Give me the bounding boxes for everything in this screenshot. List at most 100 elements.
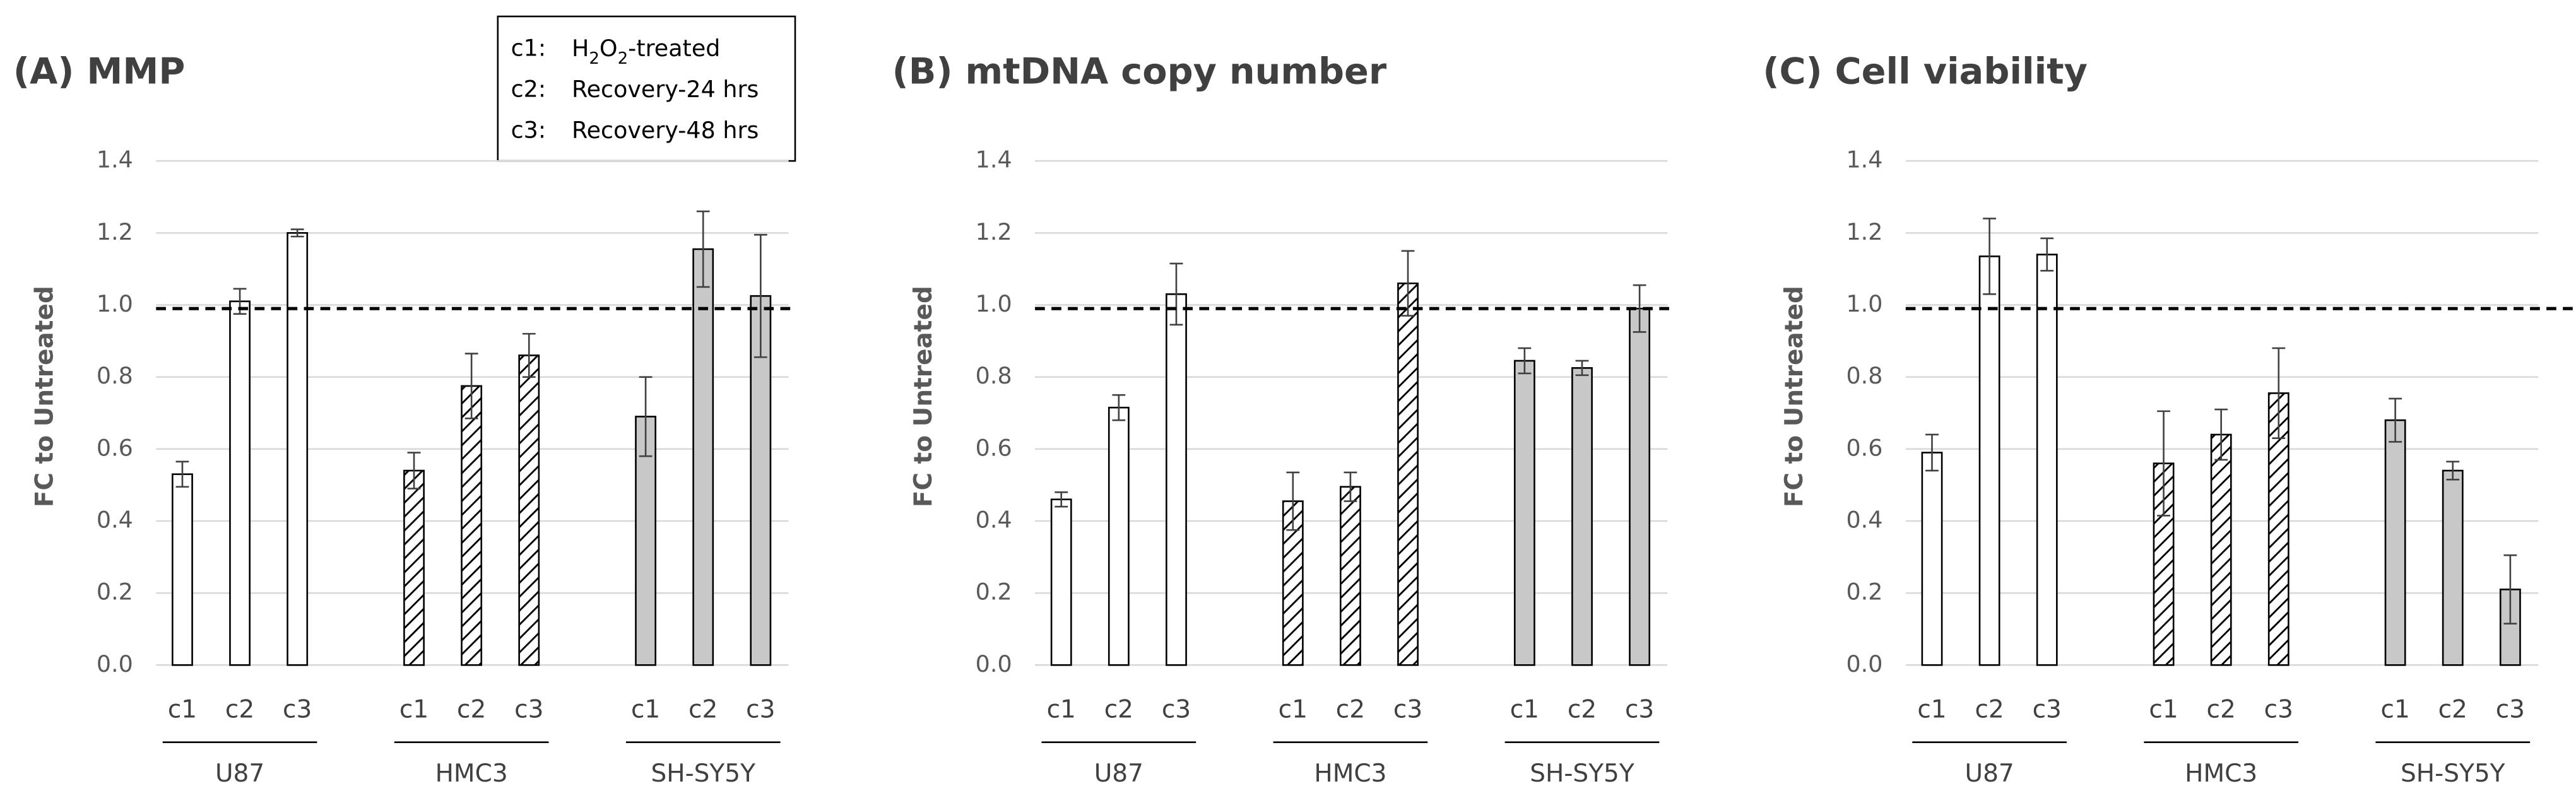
y-tick-label: 1.4 <box>1846 146 1882 173</box>
legend-label: Recovery-24 hrs <box>572 76 759 103</box>
bar <box>1629 307 1651 666</box>
y-tick-label: 1.2 <box>97 218 133 245</box>
y-tick-label: 1.0 <box>97 290 133 317</box>
bar <box>461 385 483 666</box>
y-tick-label: 0.6 <box>976 434 1012 461</box>
x-tick-label: c1 <box>1917 696 1946 724</box>
y-axis-label: FC to Untreated <box>30 286 59 507</box>
bar <box>692 248 714 666</box>
error-bar <box>1112 394 1126 421</box>
y-tick-label: 1.4 <box>976 146 1012 173</box>
error-bar <box>522 332 536 378</box>
error-bar <box>1169 262 1183 326</box>
y-tick-label: 0.0 <box>1846 650 1882 677</box>
bar <box>229 300 251 666</box>
bar <box>172 473 193 666</box>
x-tick-label: c2 <box>1975 696 2004 724</box>
x-tick-label: c2 <box>688 696 718 724</box>
legend-key: c1: <box>511 35 547 62</box>
legend-text: O <box>600 35 618 62</box>
x-tick-label: c3 <box>514 696 543 724</box>
y-tick-label: 0.6 <box>1846 434 1882 461</box>
legend-text: 2 <box>589 49 600 68</box>
group-label: U87 <box>1094 759 1143 788</box>
y-tick-label: 0.6 <box>97 434 133 461</box>
error-bar <box>753 233 767 358</box>
y-tick-label: 0.8 <box>97 362 133 389</box>
y-axis-label: FC to Untreated <box>909 286 938 507</box>
group-label: SH-SY5Y <box>2401 759 2505 788</box>
group-label: HMC3 <box>2185 759 2257 788</box>
bar <box>1921 452 1943 666</box>
bar <box>1397 282 1419 666</box>
x-tick-label: c1 <box>2380 696 2409 724</box>
y-axis-label: FC to Untreated <box>1780 286 1809 507</box>
error-bar <box>2446 460 2460 481</box>
x-tick-label: c3 <box>2264 696 2293 724</box>
legend-label: H2O2-treated <box>572 35 720 68</box>
group-label: HMC3 <box>435 759 508 788</box>
chart-title: (B) mtDNA copy number <box>892 50 1387 93</box>
x-tick-label: c3 <box>283 696 312 724</box>
error-bar <box>1575 360 1589 377</box>
bar <box>1166 293 1187 666</box>
group-label: SH-SY5Y <box>651 759 755 788</box>
error-bar <box>2272 347 2286 439</box>
error-bar <box>2040 237 2054 272</box>
y-tick-label: 0.2 <box>1846 578 1882 606</box>
x-tick-label: c1 <box>168 696 197 724</box>
bar <box>518 355 540 666</box>
x-tick-label: c1 <box>2149 696 2178 724</box>
legend-text: Recovery-24 hrs <box>572 76 759 103</box>
error-bar <box>639 376 653 457</box>
y-tick-label: 1.0 <box>976 290 1012 317</box>
bar <box>1571 367 1593 666</box>
y-tick-label: 0.4 <box>976 506 1012 533</box>
group-label: U87 <box>1964 759 2014 788</box>
bar <box>2210 433 2232 666</box>
y-tick-label: 0.0 <box>976 650 1012 677</box>
bar <box>403 469 425 666</box>
bar <box>1340 486 1361 666</box>
error-bar <box>407 452 421 489</box>
bar <box>635 416 657 666</box>
x-tick-label: c2 <box>2438 696 2467 724</box>
x-tick-label: c2 <box>1104 696 1133 724</box>
chart-title: (C) Cell viability <box>1763 50 2088 93</box>
error-bar <box>1401 250 1415 317</box>
x-tick-label: c3 <box>2496 696 2525 724</box>
error-bar <box>696 210 710 288</box>
legend-text: 2 <box>618 49 629 68</box>
x-tick-label: c3 <box>2033 696 2062 724</box>
x-tick-label: c3 <box>1162 696 1191 724</box>
error-bar <box>464 353 478 419</box>
x-tick-label: c2 <box>1568 696 1597 724</box>
error-bar <box>1286 471 1300 531</box>
y-tick-label: 0.8 <box>1846 362 1882 389</box>
error-bar <box>1925 433 1939 472</box>
error-bar <box>175 460 189 488</box>
error-bar <box>2157 410 2170 517</box>
y-tick-label: 0.4 <box>1846 506 1882 533</box>
y-tick-label: 0.0 <box>97 650 133 677</box>
y-tick-label: 1.2 <box>1846 218 1882 245</box>
y-tick-label: 1.4 <box>97 146 133 173</box>
x-tick-label: c1 <box>399 696 428 724</box>
y-tick-label: 0.8 <box>976 362 1012 389</box>
x-tick-label: c3 <box>1625 696 1654 724</box>
legend-text: Recovery-48 hrs <box>572 117 759 144</box>
error-bar <box>1633 284 1646 333</box>
legend-key: c3: <box>511 117 547 144</box>
legend-box <box>497 15 796 162</box>
chart-title: (A) MMP <box>13 50 186 93</box>
error-bar <box>2389 397 2402 443</box>
x-tick-label: c2 <box>2207 696 2236 724</box>
legend-text: -treated <box>628 35 720 62</box>
y-tick-label: 1.2 <box>976 218 1012 245</box>
x-tick-label: c1 <box>1279 696 1308 724</box>
group-label: SH-SY5Y <box>1530 759 1634 788</box>
y-tick-label: 1.0 <box>1846 290 1882 317</box>
error-bar <box>290 228 304 238</box>
bar <box>1978 255 2000 666</box>
